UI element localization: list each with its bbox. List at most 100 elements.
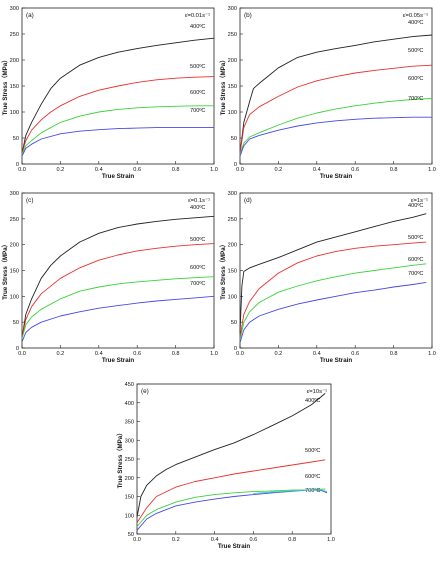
x-tick-label: 0.8: [172, 167, 180, 173]
strain-rate-label: ε̇=0.05s⁻¹: [403, 13, 428, 19]
strain-rate-label: ε̇=1s⁻¹: [411, 198, 428, 204]
series-line-700c: [239, 281, 427, 343]
series-label: 700ºC: [190, 107, 205, 114]
series-line-700c: [21, 127, 214, 157]
y-tick-label: 450: [125, 382, 134, 388]
y-tick-label: 200: [10, 58, 19, 64]
y-tick-label: 0: [234, 162, 237, 168]
panel-label: (b): [244, 12, 252, 19]
x-tick-label: 0.4: [313, 167, 321, 173]
strain-rate-label: ε̇=0.01s⁻¹: [185, 13, 210, 19]
series-label: 600ºC: [305, 473, 320, 480]
x-tick-label: 0.4: [95, 351, 103, 357]
series-line-700c: [239, 116, 432, 157]
y-tick-label: 200: [10, 243, 19, 249]
series-label: 700ºC: [305, 487, 320, 494]
y-tick-label: 250: [10, 217, 19, 223]
chart-panel-b: 0 50 100 150 200 250 300 0.0 0.2 0.4 0.6 0.8 1.0 True…: [219, 6, 436, 180]
series-label: 600ºC: [190, 89, 205, 96]
y-tick-label: 200: [228, 58, 237, 64]
y-tick-label: 250: [125, 457, 134, 463]
x-tick-label: 0.6: [250, 537, 258, 543]
y-tick-label: 300: [10, 191, 19, 197]
x-tick-label: 1.0: [428, 351, 436, 357]
y-tick-label: 250: [228, 32, 237, 38]
x-tick-label: 0.6: [133, 167, 141, 173]
x-tick-label: 0.2: [57, 351, 65, 357]
y-tick-label: 100: [10, 294, 19, 300]
y-tick-label: 300: [228, 6, 237, 12]
plot-frame: [239, 192, 433, 349]
y-axis-label: True Stress（MPa）: [219, 241, 227, 300]
series-line-600c: [239, 263, 427, 341]
x-tick-label: 0.0: [18, 167, 26, 173]
y-tick-label: 0: [16, 346, 19, 352]
y-tick-label: 300: [125, 438, 134, 444]
x-tick-label: 0.8: [390, 167, 398, 173]
x-tick-label: 1.0: [428, 167, 436, 173]
y-tick-label: 150: [228, 84, 237, 90]
y-tick-label: 300: [10, 6, 19, 12]
x-tick-label: 0.2: [57, 167, 65, 173]
series-line-600c: [21, 276, 215, 339]
series-line-400c: [21, 37, 215, 154]
y-tick-label: 150: [228, 269, 237, 275]
y-tick-label: 250: [10, 32, 19, 38]
series-label: 500ºC: [190, 236, 205, 243]
series-label: 400ºC: [190, 204, 205, 211]
x-tick-label: 0.0: [133, 537, 141, 543]
y-tick-label: 150: [10, 84, 19, 90]
series-line-700c: [136, 489, 328, 531]
plot-frame: [136, 383, 332, 535]
x-axis-label: True Strain: [102, 173, 135, 180]
x-tick-label: 1.0: [327, 537, 335, 543]
x-tick-label: 0.6: [133, 351, 141, 357]
x-axis-label: True Strain: [320, 357, 353, 364]
chart-panel-a: 0 50 100 150 200 250 300 0.0 0.2 0.4 0.6 0.8 1.0 True…: [1, 6, 218, 180]
series-line-500c: [239, 241, 427, 338]
x-tick-label: 0.4: [95, 167, 103, 173]
y-tick-label: 400: [125, 401, 134, 407]
plot-frame: [239, 7, 433, 165]
y-tick-label: 50: [231, 320, 237, 326]
strain-rate-label: ε̇=10s⁻¹: [307, 389, 327, 395]
x-axis-label: True Strain: [102, 357, 135, 364]
y-tick-label: 150: [10, 269, 19, 275]
series-line-extra: [253, 489, 328, 494]
y-tick-label: 150: [125, 495, 134, 501]
series-label: 400ºC: [408, 202, 423, 209]
y-tick-label: 100: [228, 110, 237, 116]
y-tick-label: 50: [13, 320, 19, 326]
x-axis-label: True Strain: [218, 543, 251, 550]
series-line-500c: [21, 243, 215, 338]
panel-label: (a): [26, 12, 34, 19]
y-tick-label: 50: [231, 136, 237, 142]
y-tick-label: 100: [228, 294, 237, 300]
y-axis-label: True Stress（MPa）: [219, 57, 227, 116]
series-line-400c: [136, 393, 326, 518]
y-tick-label: 50: [13, 136, 19, 142]
x-tick-label: 0.6: [351, 167, 359, 173]
series-label: 600ºC: [408, 256, 423, 263]
figure: 0 50 100 150 200 250 300 0.0 0.2 0.4 0.6 0.8 1.0 True…: [1, 6, 436, 550]
y-tick-label: 0: [16, 162, 19, 168]
y-axis-label: True Stress（MPa）: [1, 241, 9, 300]
series-label: 400ºC: [408, 19, 423, 26]
series-label: 500ºC: [408, 47, 423, 54]
x-tick-label: 0.2: [275, 351, 283, 357]
plot-frame: [21, 192, 215, 349]
series-line-400c: [239, 213, 427, 333]
x-tick-label: 0.0: [236, 167, 244, 173]
series-line-500c: [21, 76, 215, 154]
chart-panel-d: 0 50 100 150 200 250 300 0.0 0.2 0.4 0.6 0.8 1.0 True…: [219, 191, 436, 364]
x-tick-label: 0.8: [390, 351, 398, 357]
series-label: 700ºC: [190, 280, 205, 287]
x-tick-label: 0.8: [172, 351, 180, 357]
x-axis-label: True Strain: [320, 173, 353, 180]
series-label: 500ºC: [408, 234, 423, 241]
series-line-600c: [21, 105, 214, 155]
y-tick-label: 300: [228, 191, 237, 197]
y-tick-label: 100: [125, 513, 134, 519]
y-tick-label: 200: [228, 243, 237, 249]
series-line-500c: [136, 459, 326, 524]
